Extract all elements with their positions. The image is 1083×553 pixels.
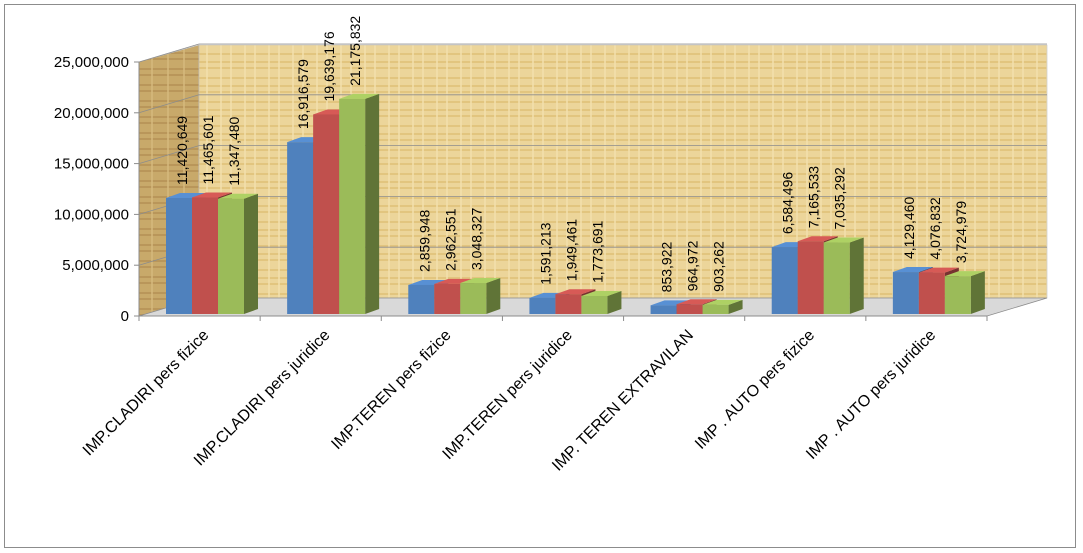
bar-front (771, 247, 798, 314)
bar-front (892, 272, 919, 314)
bar-side (486, 278, 501, 314)
bar-top (892, 267, 933, 273)
y-tick-label: 10,000,000 (54, 206, 129, 223)
bar (823, 237, 864, 314)
bar (218, 193, 258, 314)
bar-top (702, 299, 743, 305)
bar-top (408, 279, 449, 285)
category-label: IMP.TEREN pers fizice (328, 327, 454, 453)
bar-top (218, 193, 258, 199)
bar-front (218, 198, 244, 314)
bar-front (529, 297, 556, 314)
data-label: 2,962,551 (442, 208, 458, 270)
bar-side (607, 290, 622, 314)
bar-front (408, 284, 435, 314)
data-label: 3,048,327 (468, 208, 484, 270)
bar-front (918, 272, 945, 314)
bar (581, 290, 622, 314)
bar-top (166, 192, 206, 198)
bar (460, 278, 501, 314)
bar-top (555, 289, 596, 295)
bar-top (434, 278, 475, 284)
bar-front (650, 305, 677, 314)
data-label: 7,165,533 (806, 166, 822, 228)
bars (166, 93, 985, 314)
y-axis: 0 5,000,000 10,000,000 15,000,000 20,000,000… (54, 54, 140, 325)
bar-top (918, 267, 959, 273)
bar-front (434, 283, 461, 314)
bar-front (339, 98, 366, 314)
gridline-side (138, 145, 200, 164)
data-label: 11,420,649 (174, 116, 190, 185)
data-label: 1,949,461 (563, 219, 579, 281)
data-label: 11,465,601 (200, 115, 216, 184)
y-tick-label: 25,000,000 (54, 54, 129, 71)
gridline-side (138, 43, 200, 63)
y-tick-label: 15,000,000 (54, 156, 129, 173)
y-tick-label: 5,000,000 (62, 257, 129, 274)
bar-front (287, 142, 314, 314)
bar-top (650, 300, 691, 306)
bar-front (581, 295, 608, 314)
bar-top (581, 290, 622, 296)
data-label: 19,639,176 (321, 31, 337, 101)
data-label: 4,076,832 (927, 197, 943, 259)
bar-front (555, 294, 582, 314)
y-tick-label: 20,000,000 (54, 105, 129, 122)
bar-front (192, 197, 218, 314)
bar (339, 93, 380, 314)
bar-top (192, 192, 232, 198)
bar (702, 299, 743, 314)
y-tick-label: 0 (121, 308, 129, 325)
bar-front (944, 276, 971, 314)
gridline-side (138, 94, 200, 114)
bar-front (166, 197, 192, 314)
bar-front (676, 304, 703, 314)
bar-front (797, 241, 824, 314)
data-label: 7,035,292 (832, 167, 848, 229)
bar-top (339, 93, 380, 99)
bar-side (244, 193, 258, 314)
bar-front (823, 242, 850, 314)
category-label: IMP . AUTO pers juridice (803, 327, 939, 463)
category-label: IMP.CLADIRI pers fizice (80, 327, 213, 460)
category-label: IMP. TEREN EXTRAVILAN (549, 327, 697, 475)
bar-top (460, 278, 501, 284)
data-label: 903,262 (711, 241, 727, 292)
data-label: 964,972 (685, 240, 701, 291)
data-label: 1,773,691 (589, 220, 605, 282)
data-labels: 11,420,649 11,465,601 11,347,480 16,916,579… (174, 16, 969, 293)
bar-front (460, 283, 487, 314)
data-label: 1,591,213 (537, 222, 553, 284)
data-label: 4,129,460 (901, 197, 917, 259)
data-label: 6,584,496 (780, 172, 796, 234)
data-label: 16,916,579 (295, 59, 311, 129)
bar (944, 271, 985, 314)
bar-top (797, 236, 838, 242)
data-label: 853,922 (659, 242, 675, 293)
bar-side (365, 93, 380, 314)
bar-top (676, 299, 717, 305)
bar-front (313, 114, 340, 314)
bar-side (849, 237, 864, 314)
category-label: IMP . AUTO pers fizice (692, 327, 818, 453)
data-label: 21,175,832 (347, 16, 363, 86)
category-label: IMP.TEREN pers juridice (440, 327, 576, 463)
bar-side (728, 299, 743, 314)
data-label: 11,347,480 (226, 116, 242, 185)
bar-front (702, 304, 729, 314)
bar-top (944, 271, 985, 277)
data-label: 2,859,948 (416, 209, 432, 271)
bar-top (823, 237, 864, 243)
data-label: 3,724,979 (953, 201, 969, 263)
bar-side (970, 271, 985, 314)
category-label: IMP.CLADIRI pers juridice (191, 327, 334, 470)
